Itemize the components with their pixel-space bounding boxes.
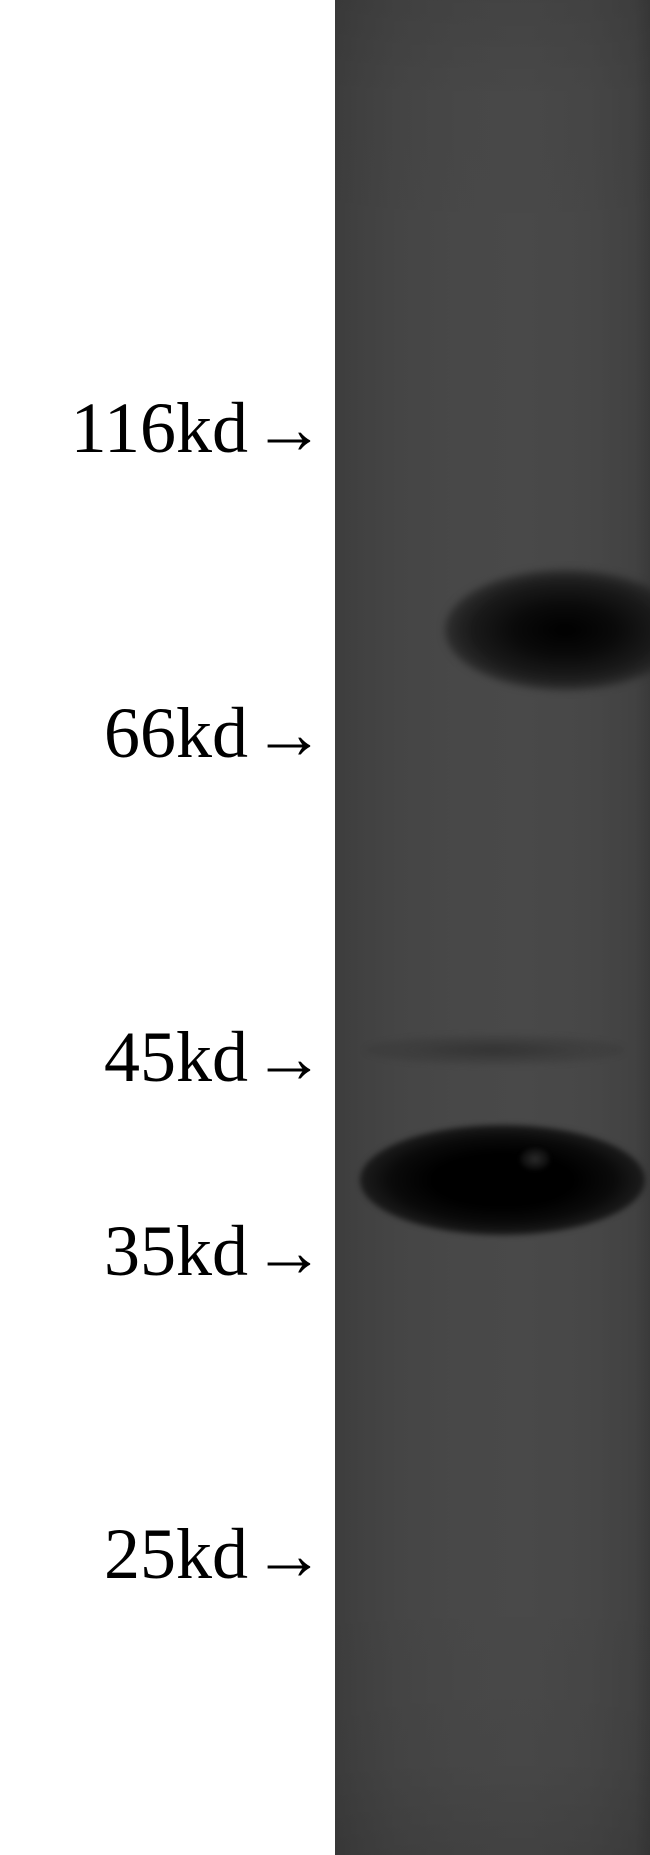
marker-25kd: 25kd → xyxy=(104,1513,325,1596)
arrow-icon: → xyxy=(253,1514,325,1596)
marker-116kd: 116kd → xyxy=(71,387,325,470)
marker-45kd: 45kd → xyxy=(104,1016,325,1099)
arrow-icon: → xyxy=(253,1017,325,1099)
main-band-highlight xyxy=(520,1148,550,1170)
faint-band-45 xyxy=(365,1035,625,1065)
marker-text: 66kd xyxy=(104,692,248,775)
western-blot-figure: 116kd → 66kd → 45kd → 35kd → 25kd → WWW.… xyxy=(0,0,650,1855)
marker-text: 45kd xyxy=(104,1016,248,1099)
marker-label-column: 116kd → 66kd → 45kd → 35kd → 25kd → xyxy=(0,0,325,1855)
arrow-icon: → xyxy=(253,693,325,775)
arrow-icon: → xyxy=(253,1211,325,1293)
marker-35kd: 35kd → xyxy=(104,1210,325,1293)
marker-text: 116kd xyxy=(71,387,248,470)
marker-text: 35kd xyxy=(104,1210,248,1293)
marker-66kd: 66kd → xyxy=(104,692,325,775)
main-band xyxy=(360,1125,645,1235)
lane-vignette xyxy=(335,0,650,1855)
marker-text: 25kd xyxy=(104,1513,248,1596)
blot-lane xyxy=(335,0,650,1855)
arrow-icon: → xyxy=(253,388,325,470)
